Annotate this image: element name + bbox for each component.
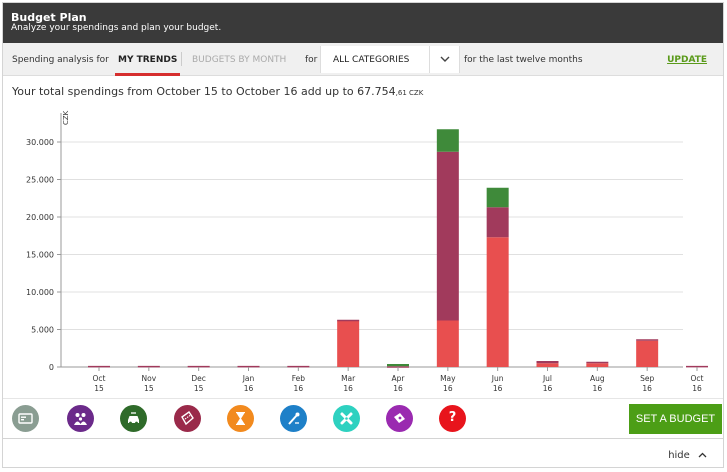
bar-segment xyxy=(636,339,659,341)
bar-segment xyxy=(237,365,260,368)
x-tick-label-year: 15 xyxy=(94,384,104,393)
period-label: for the last twelve months xyxy=(464,55,583,65)
x-tick-label-month: Aug xyxy=(590,374,605,383)
y-tick-label: 25.000 xyxy=(26,176,54,185)
x-tick-label-month: May xyxy=(440,374,456,383)
x-tick-label-month: Dec xyxy=(191,374,206,383)
bar-segment xyxy=(486,207,509,238)
header: Budget Plan Analyze your spendings and p… xyxy=(3,3,723,43)
x-tick-label-month: Sep xyxy=(640,374,654,383)
x-tick-label-year: 16 xyxy=(692,384,702,393)
x-tick-label-month: Jun xyxy=(491,374,504,383)
summary-text: Your total spendings from October 15 to … xyxy=(12,85,354,98)
health-icon[interactable] xyxy=(333,405,360,432)
for-label: for xyxy=(305,55,318,65)
set-budget-button[interactable]: SET A BUDGET xyxy=(629,404,722,434)
x-tick-label-year: 16 xyxy=(543,384,553,393)
bar-segment xyxy=(187,365,210,368)
x-tick-label-year: 15 xyxy=(194,384,204,393)
gift-icon[interactable] xyxy=(386,405,413,432)
tab-separator xyxy=(181,52,182,66)
bar-segment xyxy=(636,340,659,367)
hide-label: hide xyxy=(668,450,690,461)
x-tick-label-year: 16 xyxy=(294,384,304,393)
tools-icon[interactable] xyxy=(280,405,307,432)
tab-budgets-by-month[interactable]: BUDGETS BY MONTH xyxy=(192,55,287,65)
filter-prefix-label: Spending analysis for xyxy=(12,55,109,65)
page-title: Budget Plan xyxy=(11,11,87,24)
bar-segment xyxy=(686,365,708,368)
y-tick-label: 10.000 xyxy=(26,288,54,297)
x-tick-label-month: Oct xyxy=(691,374,704,383)
page-subtitle: Analyze your spendings and plan your bud… xyxy=(11,23,222,33)
question-icon-glyph: ? xyxy=(448,410,457,425)
y-tick-label: 5.000 xyxy=(31,326,54,335)
category-icon-bar: ? SET A BUDGET xyxy=(3,398,723,439)
ticket-icon[interactable] xyxy=(174,405,201,432)
total-amount: 67.754 xyxy=(357,85,396,98)
x-tick-label-month: Feb xyxy=(292,374,306,383)
x-tick-label-year: 15 xyxy=(144,384,154,393)
hide-toggle[interactable]: hide xyxy=(668,450,707,461)
x-tick-label-year: 16 xyxy=(642,384,652,393)
x-tick-label-year: 16 xyxy=(493,384,503,393)
car-icon[interactable] xyxy=(120,405,147,432)
bar-segment xyxy=(536,363,559,367)
bar-segment xyxy=(337,319,360,322)
tab-my-trends[interactable]: MY TRENDS xyxy=(114,55,181,76)
spending-chart: 0 5.000 10.000 15.000 20.000 25.000 30.000 CZK O… xyxy=(26,110,708,393)
bar-segment xyxy=(586,363,609,367)
bar-segment xyxy=(436,129,459,152)
chevron-down-icon[interactable] xyxy=(429,46,459,73)
bar-segment xyxy=(486,237,509,367)
bar-segment xyxy=(536,361,559,364)
category-select[interactable]: ALL CATEGORIES xyxy=(320,46,460,73)
money-icon[interactable] xyxy=(12,405,39,432)
x-tick-label-month: Nov xyxy=(142,374,157,383)
bar-segment xyxy=(387,364,409,367)
question-icon[interactable]: ? xyxy=(439,405,466,432)
bar-segment xyxy=(88,365,110,368)
x-tick-label-month: Jul xyxy=(542,374,552,383)
x-tick-label-year: 16 xyxy=(593,384,603,393)
x-tick-label-month: Mar xyxy=(341,374,356,383)
bar-segment xyxy=(436,320,459,367)
y-tick-label: 15.000 xyxy=(26,251,54,260)
bar-segment xyxy=(287,365,310,368)
hourglass-icon[interactable] xyxy=(227,405,254,432)
x-tick-label-month: Jan xyxy=(242,374,255,383)
category-select-value: ALL CATEGORIES xyxy=(333,55,410,65)
update-link[interactable]: UPDATE xyxy=(667,55,707,65)
x-tick-label-month: Oct xyxy=(93,374,106,383)
y-tick-label: 20.000 xyxy=(26,213,54,222)
bar-segment xyxy=(436,151,459,321)
total-amount-decimals: ,61 CZK xyxy=(395,89,424,97)
bar-segment xyxy=(586,361,609,364)
y-tick-label: 0 xyxy=(49,363,54,372)
footer-bar: hide xyxy=(3,438,723,470)
x-tick-label-month: Apr xyxy=(392,374,406,383)
y-tick-label: 30.000 xyxy=(26,138,54,147)
x-tick-label-year: 16 xyxy=(393,384,403,393)
family-icon[interactable] xyxy=(67,405,94,432)
total-spendings-summary: Your total spendings from October 15 to … xyxy=(12,85,423,98)
bar-segment xyxy=(137,365,160,368)
y-axis-label: CZK xyxy=(62,110,70,125)
bar-segment xyxy=(486,187,509,208)
set-budget-label: SET A BUDGET xyxy=(635,413,716,425)
x-tick-label-year: 16 xyxy=(244,384,254,393)
x-tick-label-year: 16 xyxy=(343,384,353,393)
chevron-up-icon xyxy=(698,452,707,458)
x-tick-label-year: 16 xyxy=(443,384,453,393)
filter-bar: Spending analysis for MY TRENDS BUDGETS … xyxy=(3,43,723,76)
bar-segment xyxy=(337,320,360,367)
